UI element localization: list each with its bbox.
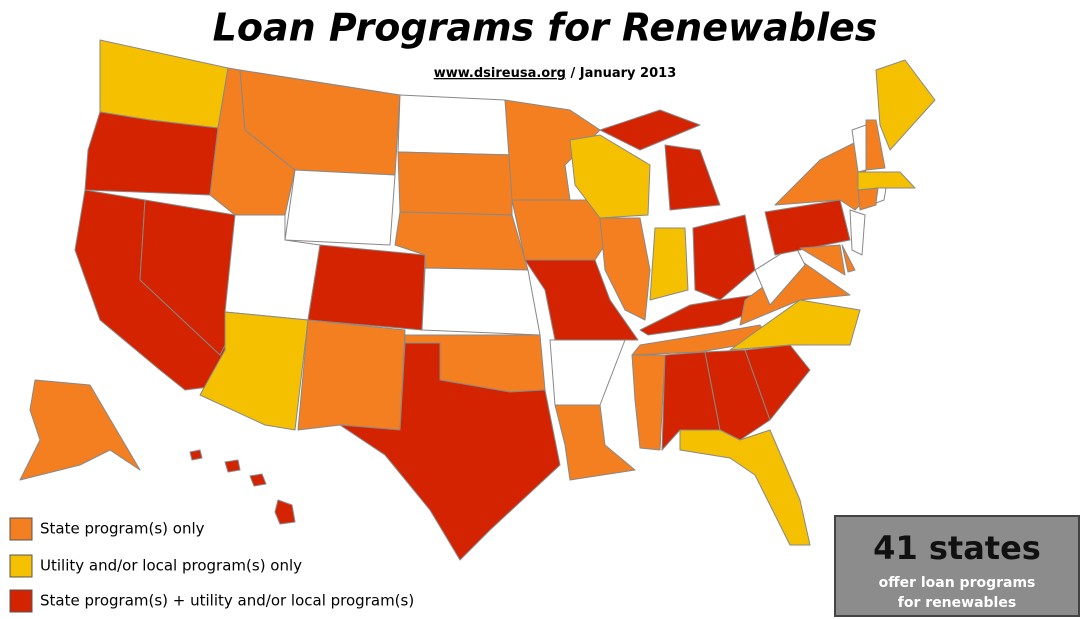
- state: [764, 199, 851, 256]
- state: [421, 267, 541, 336]
- states: [19, 39, 936, 561]
- legend-swatch: [9, 554, 33, 578]
- state: [139, 199, 236, 356]
- state: [307, 244, 426, 331]
- callout-line: for renewables: [898, 595, 1016, 611]
- state: [704, 349, 771, 441]
- state: [679, 429, 811, 546]
- state: [875, 187, 887, 204]
- state: [297, 319, 406, 431]
- state: [857, 187, 879, 211]
- title: Loan Programs for Renewables: [213, 6, 878, 50]
- state: [274, 499, 296, 525]
- state: [599, 109, 701, 151]
- state: [631, 354, 666, 451]
- state: [569, 134, 651, 219]
- date: / January 2013: [566, 66, 676, 81]
- state: [249, 473, 267, 487]
- state: [339, 342, 561, 561]
- legend-label: Utility and/or local program(s) only: [40, 557, 302, 575]
- state: [857, 171, 916, 191]
- legend-swatch: [9, 589, 33, 613]
- legend-label: State program(s) only: [40, 520, 205, 538]
- state: [841, 244, 856, 273]
- state: [554, 404, 636, 481]
- state: [849, 209, 866, 256]
- callout: 41 states offer loan programs for renewa…: [834, 515, 1080, 617]
- state: [284, 169, 396, 246]
- legend-swatch: [9, 517, 33, 541]
- state: [549, 339, 626, 406]
- callout-headline: 41 states: [873, 529, 1041, 567]
- state: [224, 459, 241, 473]
- state: [692, 214, 756, 301]
- state: [729, 299, 861, 351]
- state: [865, 119, 886, 171]
- callout-line: offer loan programs: [879, 575, 1036, 591]
- state: [799, 244, 846, 276]
- state: [189, 449, 203, 461]
- legend-label: State program(s) + utility and/or local …: [40, 592, 414, 610]
- callout-box: [834, 515, 1080, 617]
- state: [524, 259, 639, 341]
- legend: State program(s) only Utility and/or loc…: [9, 517, 414, 613]
- subtitle: www.dsireusa.org / January 2013: [434, 66, 677, 81]
- state: [875, 59, 936, 151]
- state: [664, 144, 721, 211]
- state: [19, 379, 141, 481]
- state: [397, 94, 513, 156]
- state: [511, 199, 609, 261]
- state: [397, 151, 513, 216]
- state: [649, 227, 689, 301]
- source-link[interactable]: www.dsireusa.org: [434, 66, 566, 81]
- state: [599, 217, 651, 321]
